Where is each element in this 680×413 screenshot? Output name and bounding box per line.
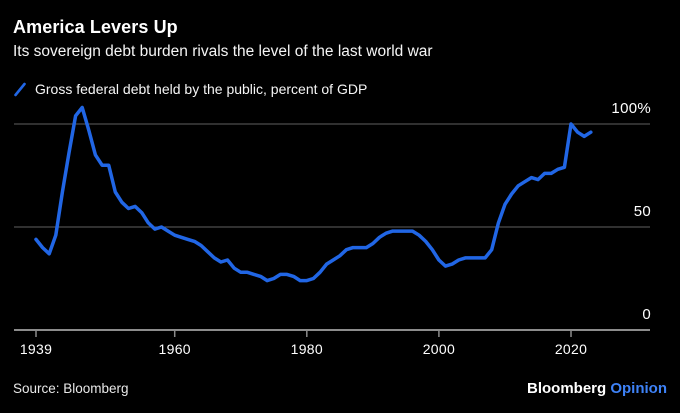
x-axis-label: 1960 [158,341,191,357]
x-axis-label: 2020 [554,341,588,357]
chart-subtitle: Its sovereign debt burden rivals the lev… [13,43,433,60]
brand-name: Bloomberg [527,380,607,397]
legend: Gross federal debt held by the public, p… [13,81,367,97]
y-axis-label: 50 [633,203,651,220]
x-axis-label: 1939 [19,341,53,357]
source-note: Source: Bloomberg [13,381,129,396]
legend-label: Gross federal debt held by the public, p… [35,81,368,97]
x-axis-label: 2000 [422,341,456,357]
x-axis-label: 1980 [290,341,323,357]
chart-title: America Levers Up [13,17,178,37]
line-series-slash-icon [14,82,26,96]
y-axis-label: 0 [642,306,651,323]
brand-opinion: Opinion [610,380,667,397]
debt-line-series [34,105,593,283]
y-axis-label: 100% [611,100,651,117]
brand-logo: Bloomberg Opinion [527,380,667,397]
